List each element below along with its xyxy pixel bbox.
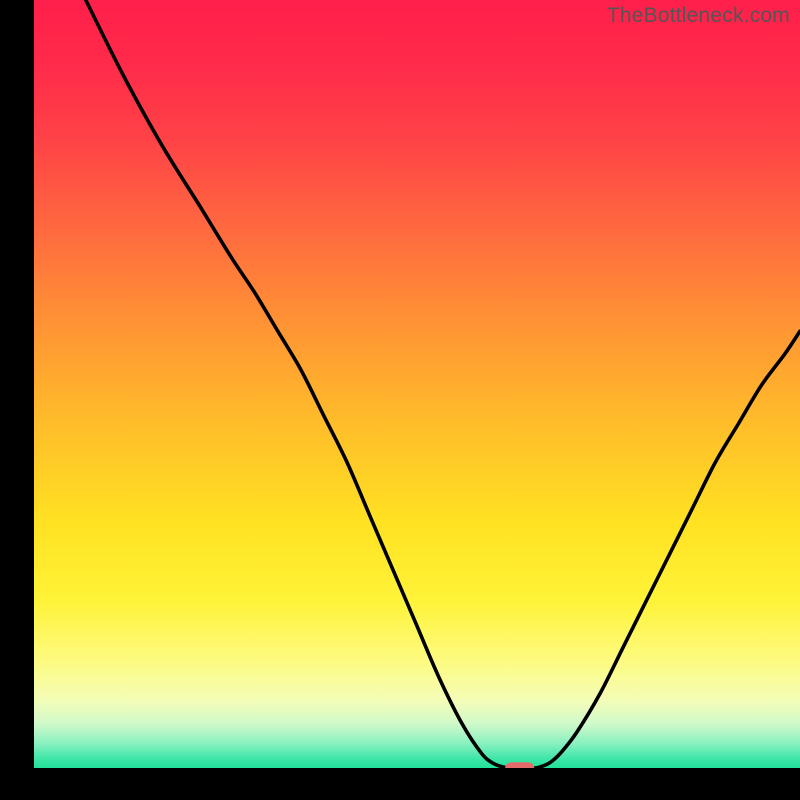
watermark-text: TheBottleneck.com — [607, 4, 790, 28]
bottleneck-chart — [0, 0, 800, 800]
